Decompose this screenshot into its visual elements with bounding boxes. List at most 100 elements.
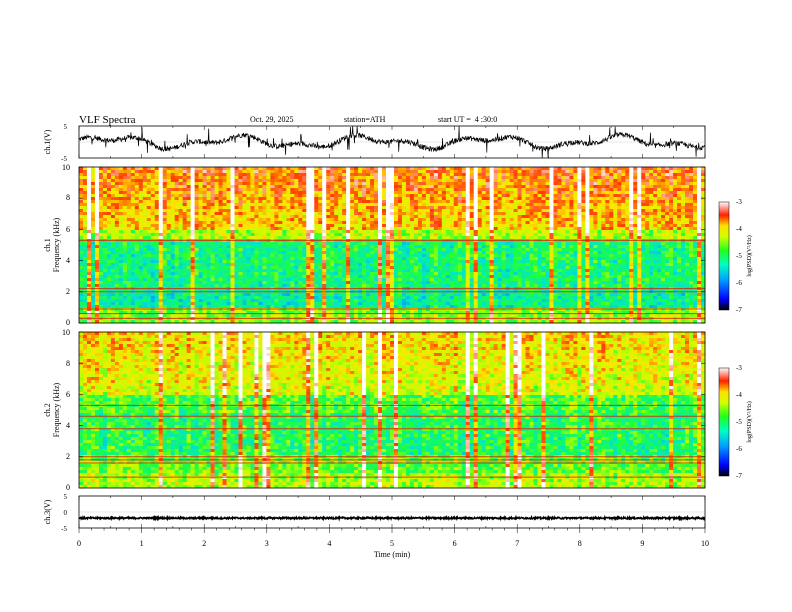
- spectrogram-cell: [689, 233, 694, 237]
- spectrogram-cell: [617, 212, 622, 216]
- spectrogram-cell: [481, 212, 486, 216]
- spectrogram-cell: [397, 212, 403, 216]
- spectrogram-cell: [218, 191, 223, 195]
- spectrogram-cell: [677, 176, 682, 180]
- spectrogram-cell: [409, 245, 415, 249]
- spectrogram-cell: [354, 254, 359, 258]
- spectrogram-cell: [326, 185, 331, 189]
- spectrogram-cell: [134, 185, 140, 189]
- spectrogram-cell: [453, 233, 459, 237]
- spectrogram-cell: [354, 248, 359, 252]
- spectrogram-cell: [190, 185, 195, 189]
- spectrogram-cell: [286, 248, 291, 252]
- spectrogram-cell: [274, 176, 279, 180]
- spectrogram-cell: [605, 218, 610, 222]
- spectrogram-cell: [685, 221, 690, 225]
- spectrogram-cell: [150, 173, 156, 177]
- spectrogram-cell: [350, 170, 355, 174]
- spectrogram-cell: [390, 185, 395, 189]
- spectrogram-cell: [210, 188, 215, 192]
- spectrogram-cell: [106, 260, 112, 264]
- spectrogram-cell: [266, 236, 271, 240]
- spectrogram-cell: [613, 254, 618, 258]
- spectrogram-cell: [561, 167, 566, 171]
- spectrogram-cell: [405, 215, 411, 219]
- spectrogram-cell: [537, 224, 542, 228]
- spectrogram-cell: [250, 176, 255, 180]
- spectrogram-cell: [322, 167, 327, 171]
- spectrogram-cell: [282, 191, 287, 195]
- spectrogram-cell: [122, 224, 128, 228]
- spectrogram-cell: [254, 182, 259, 186]
- spectrogram-cell: [553, 194, 558, 198]
- spectrogram-cell: [162, 245, 168, 249]
- spectrogram-cell: [170, 203, 175, 207]
- spectrogram-cell: [314, 242, 319, 246]
- spectrogram-cell: [362, 230, 367, 234]
- spectrogram-cell: [505, 191, 510, 195]
- spectrogram-cell: [613, 245, 618, 249]
- spectrogram-cell: [226, 242, 231, 246]
- spectrogram-cell: [505, 248, 510, 252]
- spectrogram-cell: [178, 248, 183, 252]
- spectrogram-cell: [378, 188, 383, 192]
- spectrogram-cell: [493, 200, 498, 204]
- spectrogram-cell: [677, 245, 682, 249]
- spectrogram-cell: [505, 173, 510, 177]
- spectrogram-cell: [657, 191, 662, 195]
- spectrogram-cell: [106, 212, 112, 216]
- spectrogram-cell: [114, 221, 120, 225]
- spectrogram-cell: [433, 194, 439, 198]
- spectrogram-cell: [190, 227, 195, 231]
- spectrogram-cell: [449, 218, 455, 222]
- spectrogram-cell: [258, 209, 263, 213]
- spectrogram-cell: [374, 170, 379, 174]
- spectrogram-cell: [170, 245, 175, 249]
- spectrogram-cell: [378, 224, 383, 228]
- spectrogram-cell: [254, 194, 259, 198]
- spectrogram-cell: [366, 251, 371, 255]
- spectrogram-cell: [457, 257, 463, 261]
- spectrogram-cell: [218, 218, 223, 222]
- spectrogram-cell: [270, 227, 275, 231]
- spectrogram-cell: [557, 191, 562, 195]
- spectrogram-cell: [90, 227, 96, 231]
- spectrogram-cell: [366, 230, 371, 234]
- spectrogram-cell: [617, 188, 622, 192]
- spectrogram-cell: [318, 209, 323, 213]
- spectrogram-cell: [154, 176, 160, 180]
- spectrogram-cell: [689, 185, 694, 189]
- spectrogram-cell: [633, 176, 638, 180]
- spectrogram-cell: [473, 188, 479, 192]
- spectrogram-cell: [318, 197, 323, 201]
- spectrogram-cell: [142, 260, 148, 264]
- spectrogram-cell: [362, 221, 367, 225]
- spectrogram-cell: [649, 194, 654, 198]
- spectrogram-cell: [266, 221, 271, 225]
- spectrogram-cell: [238, 200, 243, 204]
- spectrogram-cell: [513, 194, 518, 198]
- spectrogram-cell: [210, 173, 215, 177]
- spectrogram-cell: [577, 248, 582, 252]
- spectrogram-cell: [262, 227, 267, 231]
- spectrogram-cell: [386, 206, 391, 210]
- spectrogram-cell: [573, 176, 578, 180]
- spectrogram-cell: [86, 182, 92, 186]
- spectrogram-cell: [298, 185, 303, 189]
- spectrogram-cell: [465, 200, 471, 204]
- spectrogram-cell: [194, 242, 199, 246]
- spectrogram-cell: [529, 206, 534, 210]
- spectrogram-cell: [661, 173, 666, 177]
- spectrogram-cell: [290, 212, 295, 216]
- spectrogram-cell: [605, 200, 610, 204]
- spectrogram-cell: [138, 218, 144, 222]
- spectrogram-cell: [609, 230, 614, 234]
- spectrogram-cell: [314, 206, 319, 210]
- spectrogram-cell: [102, 173, 108, 177]
- spectrogram-cell: [238, 185, 243, 189]
- spectrogram-cell: [557, 176, 562, 180]
- spectrogram-cell: [689, 197, 694, 201]
- spectrogram-cell: [226, 170, 231, 174]
- spectrogram-cell: [641, 236, 646, 240]
- spectrogram-cell: [90, 173, 96, 177]
